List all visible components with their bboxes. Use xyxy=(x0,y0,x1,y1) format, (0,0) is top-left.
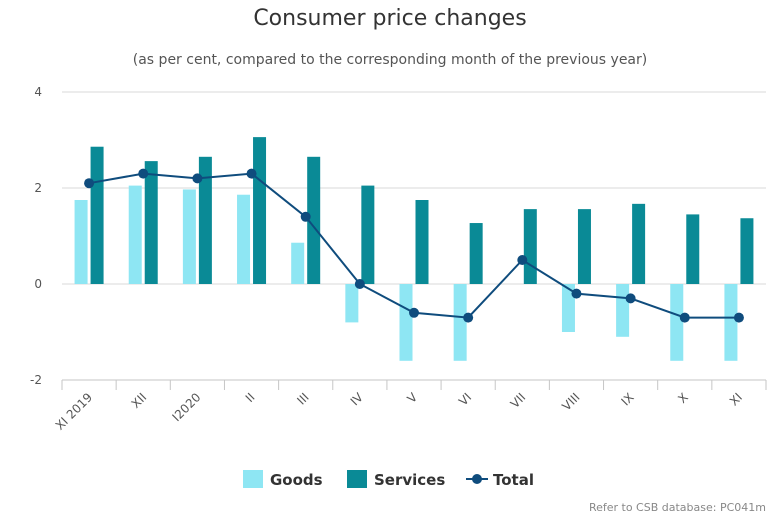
y-tick-label: 0 xyxy=(34,277,42,291)
legend-swatch xyxy=(243,470,263,488)
x-tick-label: VIII xyxy=(559,390,582,413)
x-tick-label: VII xyxy=(508,390,529,411)
x-axis: XI 2019 XII I2020 II III IV V VI VII VIII IX X XI xyxy=(53,379,767,433)
x-tick-label: XII xyxy=(129,390,150,411)
goods-bar xyxy=(616,284,630,337)
legend-label: Services xyxy=(374,471,445,489)
services-bar xyxy=(415,200,429,284)
total-point xyxy=(138,168,149,179)
legend-item-goods[interactable]: Goods xyxy=(243,470,323,489)
source-credit[interactable]: Refer to CSB database: PC041m xyxy=(588,501,766,514)
legend-swatch-dot xyxy=(472,474,482,484)
y-axis-ticks: -2 0 2 4 xyxy=(30,85,42,387)
x-tick-label: V xyxy=(404,390,420,406)
goods-bar xyxy=(237,194,251,284)
grid-lines xyxy=(62,91,766,285)
total-point xyxy=(84,178,95,189)
total-point xyxy=(571,288,582,299)
services-bar xyxy=(361,185,375,284)
x-tick-label: I2020 xyxy=(170,390,204,424)
x-tick-label: VI xyxy=(456,390,474,408)
y-tick-label: 2 xyxy=(34,181,42,195)
chart-title: Consumer price changes xyxy=(253,6,527,31)
x-tick-label: III xyxy=(294,390,311,407)
legend-item-total[interactable]: Total xyxy=(466,471,534,489)
total-point xyxy=(625,293,636,304)
goods-bar xyxy=(128,185,142,284)
goods-bar xyxy=(182,189,196,284)
services-bar xyxy=(523,209,537,284)
services-bar xyxy=(469,223,483,284)
services-bar xyxy=(90,146,104,284)
goods-bar xyxy=(453,284,467,361)
goods-bar xyxy=(670,284,684,361)
services-bar xyxy=(198,156,212,284)
total-point xyxy=(300,211,311,222)
bars xyxy=(74,137,754,361)
x-tick-label: XI 2019 xyxy=(53,390,96,433)
services-bar xyxy=(740,218,754,284)
total-point xyxy=(463,312,474,323)
goods-bar xyxy=(561,284,575,332)
services-bar xyxy=(144,161,158,284)
x-tick-label: IV xyxy=(348,390,367,409)
x-tick-label: X xyxy=(675,390,691,406)
services-bar xyxy=(307,156,321,284)
chart-subtitle: (as per cent, compared to the correspond… xyxy=(132,52,648,68)
x-tick-label: II xyxy=(243,390,258,405)
goods-bar xyxy=(345,284,359,323)
legend-label: Goods xyxy=(270,471,323,489)
y-tick-label: 4 xyxy=(34,85,42,99)
services-bar xyxy=(686,214,700,284)
x-tick-label: XI xyxy=(727,390,745,408)
total-point xyxy=(517,255,528,265)
legend-item-services[interactable]: Services xyxy=(347,470,445,489)
total-point xyxy=(733,312,744,323)
total-point xyxy=(679,312,690,323)
y-tick-label: -2 xyxy=(30,373,42,387)
total-point xyxy=(246,168,257,179)
goods-bar xyxy=(399,284,413,361)
x-tick-label: IX xyxy=(619,390,637,408)
total-point xyxy=(192,173,203,184)
services-bar xyxy=(577,209,591,284)
goods-bar xyxy=(724,284,738,361)
goods-bar xyxy=(74,200,88,284)
legend[interactable]: Goods Services Total xyxy=(243,470,534,489)
legend-swatch xyxy=(347,470,367,488)
total-line xyxy=(84,168,744,323)
services-bar xyxy=(632,203,646,284)
total-point xyxy=(409,307,419,318)
legend-label: Total xyxy=(493,471,534,489)
goods-bar xyxy=(291,242,305,284)
services-bar xyxy=(253,137,267,284)
total-point xyxy=(354,279,365,289)
